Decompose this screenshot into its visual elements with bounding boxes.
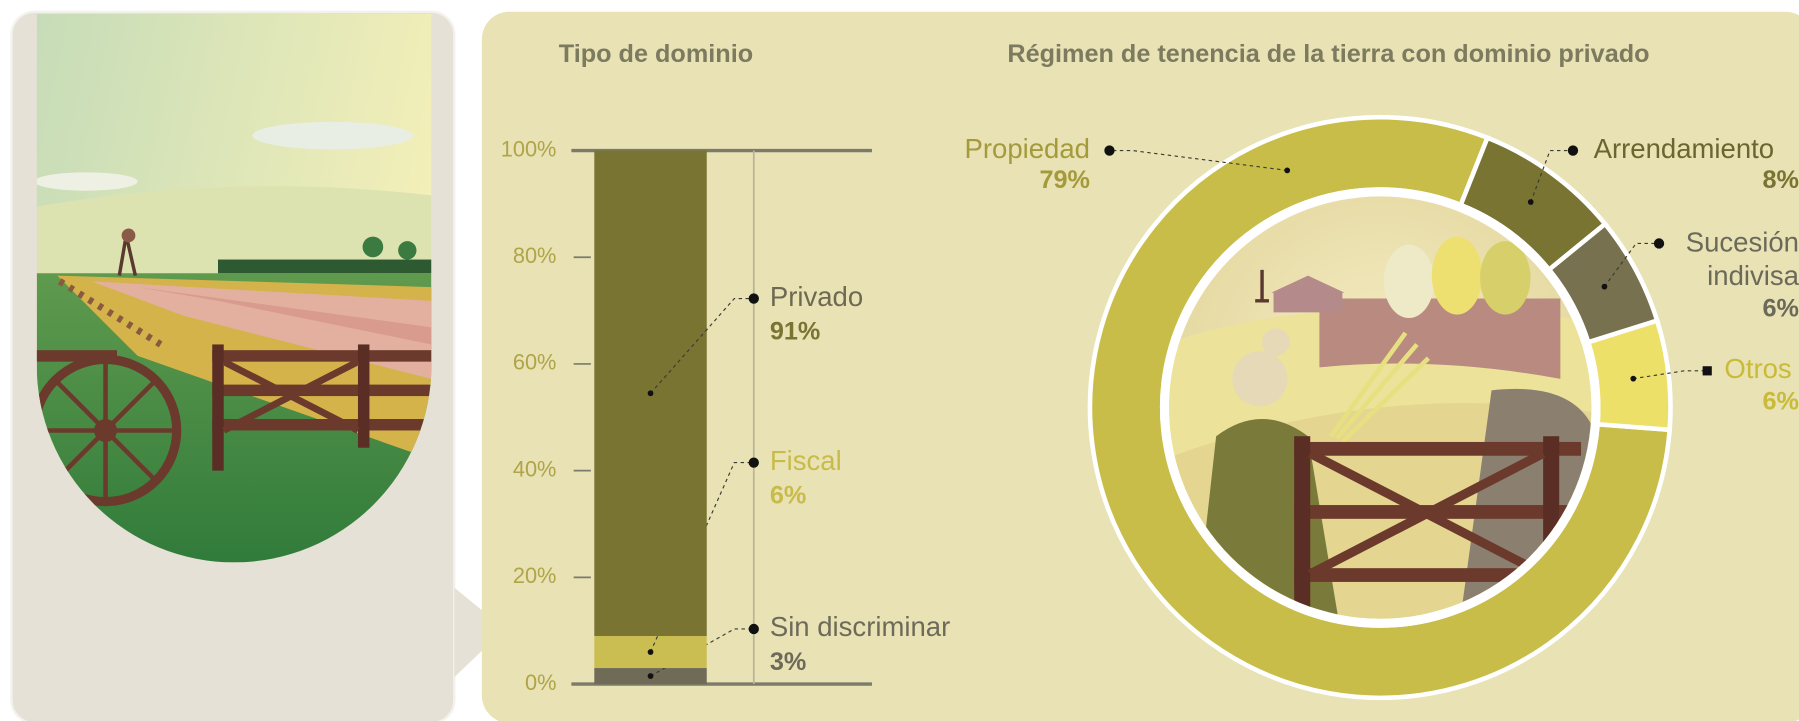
- value-label: 79%: [1039, 166, 1090, 194]
- label-dot: [1653, 238, 1665, 249]
- donut-segment: [1585, 317, 1673, 433]
- series-label: Privado: [770, 281, 863, 312]
- leader-line: [650, 297, 754, 394]
- y-tick-label: 100%: [501, 136, 557, 161]
- y-tick-label: 80%: [513, 243, 557, 268]
- value-label: 3%: [770, 648, 806, 676]
- leader-dot: [647, 673, 654, 679]
- leader-dot: [1284, 167, 1291, 174]
- landscape-illustration: [36, 14, 432, 563]
- y-tick-label: 60%: [513, 350, 557, 375]
- leader-dot: [1630, 375, 1637, 382]
- label-dot: [1104, 145, 1115, 156]
- category-label: Arrendamiento: [1594, 133, 1774, 164]
- label-dot: [1702, 366, 1712, 376]
- bar-chart-title: Tipo de dominio: [559, 40, 753, 68]
- value-label: 91%: [770, 318, 821, 346]
- leader-dot: [1527, 199, 1534, 205]
- series-label: Sin discriminar: [770, 611, 950, 642]
- label-dot: [748, 623, 759, 635]
- category-label: Otros: [1724, 353, 1791, 384]
- leader-line: [1633, 370, 1708, 380]
- donut-inner-border: [1159, 187, 1601, 628]
- category-label-box: Sucesión indivisa: [1685, 227, 1799, 292]
- value-label: 6%: [1763, 388, 1799, 416]
- value-label: 6%: [770, 482, 806, 510]
- pie-chart-title: Régimen de tenencia de la tierra con dom…: [1007, 40, 1649, 68]
- y-tick-label: 0%: [525, 670, 556, 695]
- category-label: Sucesión indivisa: [1685, 227, 1799, 292]
- label-dot: [748, 293, 759, 304]
- leader-dot: [647, 649, 654, 655]
- y-tick-label: 40%: [513, 456, 557, 481]
- category-label: Propiedad: [965, 133, 1090, 164]
- leader-line: [1530, 149, 1573, 203]
- value-label: 6%: [1763, 295, 1799, 323]
- leader-line: [1603, 242, 1660, 288]
- series-label: Fiscal: [770, 445, 842, 476]
- leader-dot: [1601, 283, 1608, 290]
- value-label: 8%: [1763, 166, 1799, 194]
- y-tick-label: 20%: [513, 563, 557, 588]
- label-dot: [748, 457, 759, 468]
- leader-dot: [647, 390, 654, 397]
- card-pointer: [454, 587, 505, 678]
- label-dot: [1567, 145, 1579, 156]
